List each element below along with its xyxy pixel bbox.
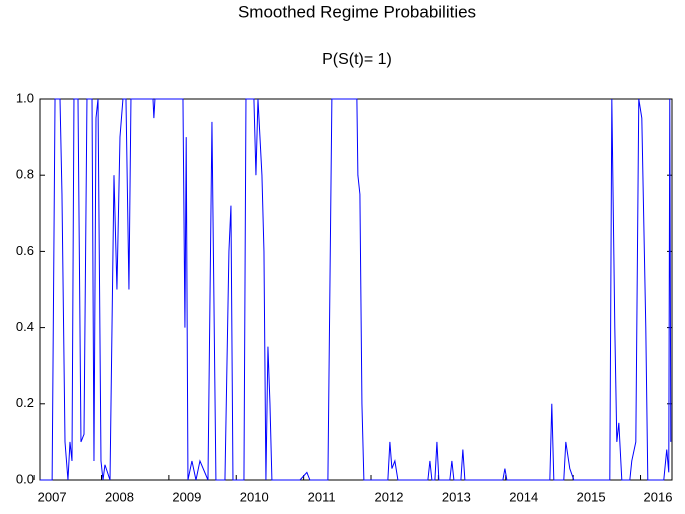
x-tick-label: 2013 [442, 489, 471, 504]
x-tick-label: 2007 [38, 489, 67, 504]
x-tick-label: 2008 [105, 489, 134, 504]
x-tick-label: 2011 [308, 489, 336, 504]
x-tick-label: 2010 [240, 489, 269, 504]
x-tick-label: 2016 [644, 489, 673, 504]
chart-subtitle: P(S(t)= 1) [322, 51, 392, 68]
plot-frame [39, 98, 673, 481]
x-tick-label: 2015 [577, 489, 606, 504]
y-tick-label: 0.6 [16, 243, 34, 258]
x-tick-label: 2014 [509, 489, 538, 504]
chart-title: Smoothed Regime Probabilities [238, 2, 476, 21]
y-tick-label: 0.2 [16, 395, 34, 410]
y-tick-label: 1.0 [16, 90, 34, 105]
y-tick-label: 0.0 [16, 471, 34, 486]
y-tick-label: 0.4 [16, 319, 34, 334]
x-tick-label: 2012 [375, 489, 404, 504]
x-tick-label: 2009 [172, 489, 201, 504]
data-line [40, 98, 672, 481]
y-tick-label: 0.8 [16, 167, 34, 182]
